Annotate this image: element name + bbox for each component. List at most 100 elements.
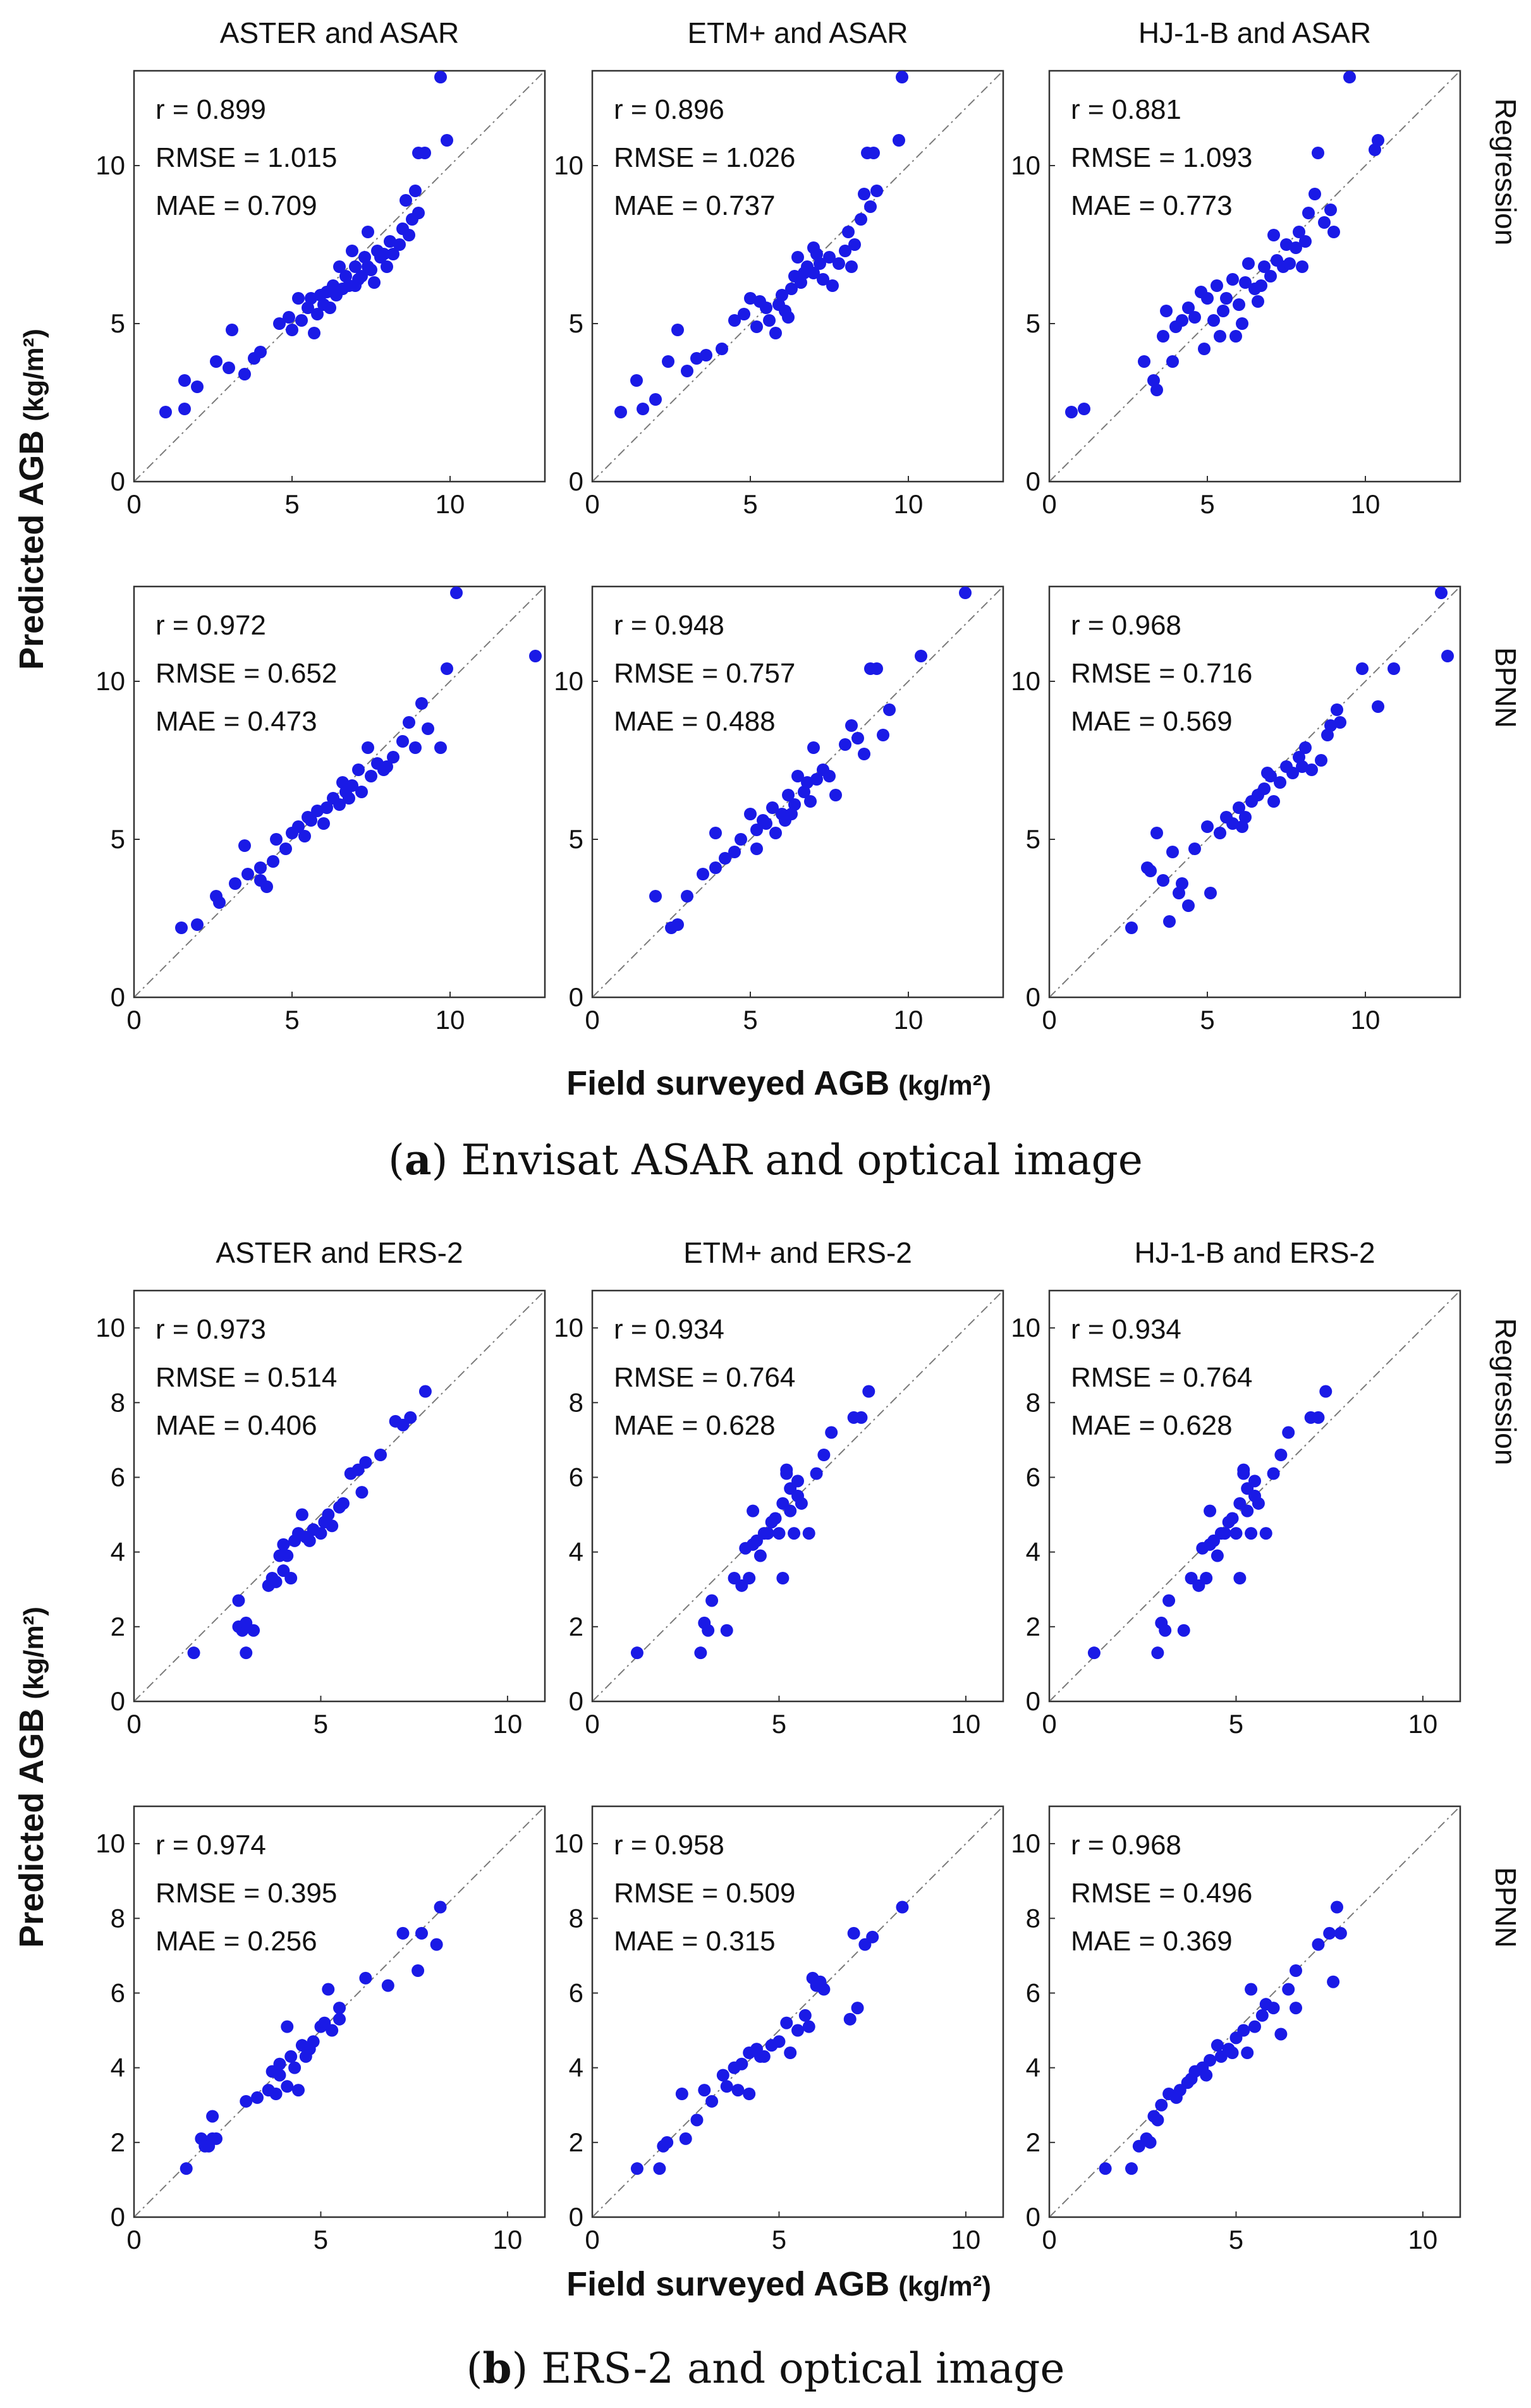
data-point bbox=[400, 194, 412, 207]
data-point bbox=[772, 2035, 786, 2048]
data-point bbox=[269, 1575, 283, 1588]
stat-mae-label: MAE = 0.406 bbox=[156, 1410, 317, 1441]
data-point bbox=[915, 650, 927, 662]
data-point bbox=[355, 270, 368, 283]
x-tick-label: 0 bbox=[1042, 1709, 1056, 1739]
data-point bbox=[333, 260, 346, 273]
data-point bbox=[396, 222, 409, 235]
column-title: ASTER and ERS-2 bbox=[216, 1236, 463, 1269]
data-point bbox=[1282, 1426, 1295, 1439]
data-point bbox=[716, 343, 728, 355]
x-tick-label: 0 bbox=[126, 1005, 141, 1035]
data-point bbox=[1160, 305, 1173, 317]
y-tick-label: 5 bbox=[111, 824, 125, 854]
data-point bbox=[441, 134, 453, 147]
data-point bbox=[681, 890, 693, 903]
data-point bbox=[1214, 827, 1226, 839]
data-point bbox=[279, 842, 292, 855]
data-point bbox=[817, 1449, 831, 1461]
data-point bbox=[858, 748, 870, 760]
x-tick-label: 0 bbox=[126, 2225, 141, 2254]
row-label: BPNN bbox=[1489, 647, 1522, 728]
x-tick-label: 10 bbox=[1351, 489, 1381, 519]
data-point bbox=[780, 2016, 793, 2029]
stat-rmse-label: RMSE = 0.514 bbox=[156, 1362, 337, 1393]
data-point bbox=[1258, 260, 1271, 273]
data-point bbox=[766, 801, 779, 814]
stat-rmse-label: RMSE = 0.652 bbox=[156, 658, 337, 689]
data-point bbox=[829, 789, 842, 801]
data-point bbox=[1138, 355, 1150, 368]
data-point bbox=[1226, 1512, 1239, 1525]
y-tick-label: 2 bbox=[569, 2127, 583, 2157]
data-point bbox=[359, 1456, 372, 1469]
part-b-y-axis-label-unit: (kg/m²) bbox=[18, 1607, 49, 1700]
data-point bbox=[229, 877, 241, 890]
data-point bbox=[159, 406, 172, 418]
data-point bbox=[1255, 2009, 1269, 2022]
part-a-x-axis-label: Field surveyed AGB (kg/m²) bbox=[566, 1064, 991, 1102]
data-point bbox=[346, 779, 358, 792]
data-point bbox=[1185, 2072, 1198, 2086]
data-point bbox=[333, 2002, 346, 2015]
data-point bbox=[814, 257, 826, 270]
data-point bbox=[1312, 1411, 1325, 1424]
data-point bbox=[671, 324, 684, 336]
data-point bbox=[1259, 1527, 1272, 1540]
data-point bbox=[851, 732, 864, 745]
data-point bbox=[415, 1926, 428, 1940]
data-point bbox=[702, 1624, 715, 1637]
data-point bbox=[858, 188, 870, 200]
x-tick-label: 10 bbox=[951, 1709, 981, 1739]
data-point bbox=[387, 248, 400, 260]
x-tick-label: 0 bbox=[585, 489, 599, 519]
data-point bbox=[1200, 2069, 1213, 2082]
data-point bbox=[317, 817, 330, 830]
data-point bbox=[630, 1646, 644, 1660]
data-point bbox=[178, 374, 191, 387]
x-tick-label: 5 bbox=[314, 2225, 328, 2254]
data-point bbox=[791, 251, 804, 264]
scatter-panels: 0 5 10 0 5 10 r = 0.899 RMSE = 1.015 MAE = 0.709… bbox=[95, 16, 1522, 2254]
data-point bbox=[1198, 343, 1211, 355]
data-point bbox=[223, 362, 235, 374]
y-tick-label: 4 bbox=[1026, 1537, 1040, 1567]
data-point bbox=[747, 1504, 760, 1517]
data-point bbox=[823, 251, 836, 264]
data-point bbox=[735, 833, 747, 846]
data-point bbox=[1176, 877, 1188, 890]
y-tick-label: 8 bbox=[111, 1903, 125, 1933]
stat-r-label: r = 0.968 bbox=[1071, 1830, 1181, 1861]
data-point bbox=[352, 763, 365, 776]
data-point bbox=[1204, 887, 1217, 899]
stat-r-label: r = 0.974 bbox=[156, 1830, 266, 1861]
data-point bbox=[1237, 1463, 1250, 1476]
data-point bbox=[959, 587, 972, 599]
stat-r-label: r = 0.881 bbox=[1071, 94, 1181, 125]
stat-r-label: r = 0.968 bbox=[1071, 610, 1181, 641]
stat-mae-label: MAE = 0.569 bbox=[1071, 706, 1233, 737]
data-point bbox=[213, 896, 226, 909]
data-point bbox=[698, 2084, 711, 2097]
data-point bbox=[845, 719, 858, 732]
data-point bbox=[769, 1512, 782, 1525]
part-b-caption: (b) ERS-2 and optical image bbox=[467, 2344, 1065, 2393]
data-point bbox=[1331, 1900, 1343, 1914]
y-tick-label: 10 bbox=[554, 1313, 583, 1342]
data-point bbox=[240, 1646, 253, 1660]
part-a-x-axis-label-main: Field surveyed AGB bbox=[566, 1064, 889, 1102]
part-a-caption-letter: a bbox=[405, 1135, 432, 1184]
data-point bbox=[744, 808, 757, 820]
x-tick-label: 10 bbox=[436, 1005, 465, 1035]
x-tick-label: 5 bbox=[1229, 2225, 1243, 2254]
data-point bbox=[637, 403, 649, 415]
part-a-caption: (a) Envisat ASAR and optical image bbox=[388, 1135, 1143, 1184]
data-point bbox=[273, 2069, 286, 2082]
data-point bbox=[422, 722, 434, 735]
data-point bbox=[700, 349, 712, 362]
data-point bbox=[705, 2095, 719, 2108]
stat-r-label: r = 0.958 bbox=[614, 1830, 724, 1861]
data-point bbox=[307, 2035, 320, 2048]
stat-r-label: r = 0.972 bbox=[156, 610, 266, 641]
data-point bbox=[772, 1527, 786, 1540]
